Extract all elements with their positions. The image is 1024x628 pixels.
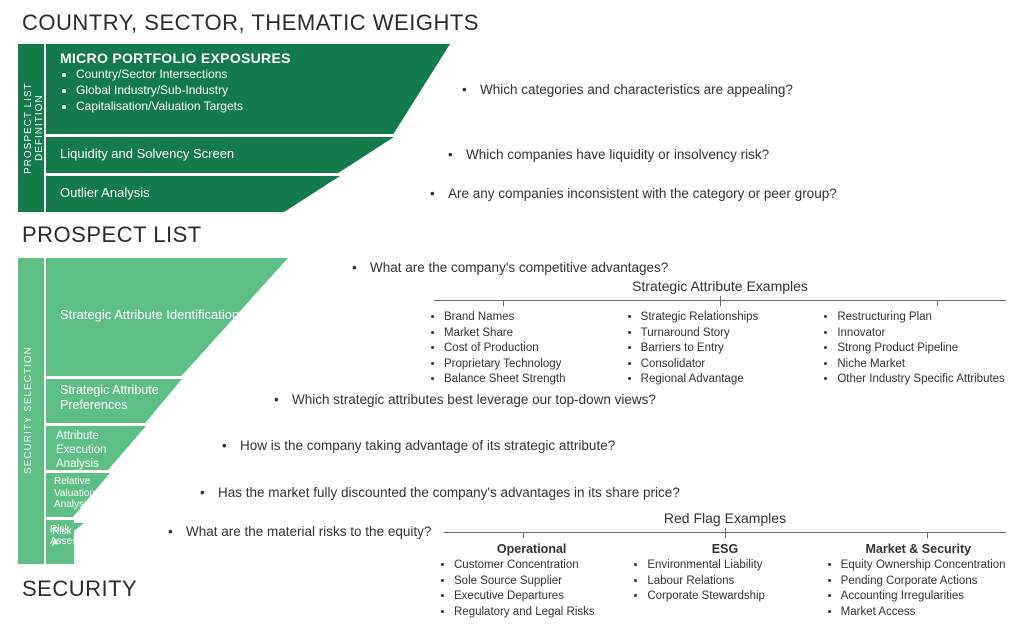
strategic-examples: Strategic Attribute Examples Brand Names… (430, 278, 1010, 388)
upper-block-1-list: Country/Sector Intersections Global Indu… (60, 66, 440, 115)
lower-block-1: Strategic Attribute Identification (46, 258, 288, 376)
redflag-examples: Red Flag Examples Operational Customer C… (440, 510, 1010, 620)
lower-block-3: Attribute Execution Analysis (46, 426, 146, 470)
vlabel-lower: SECURITY SELECTION (23, 300, 34, 520)
heading-bottom: SECURITY (22, 576, 137, 602)
redflag-col-2: ESG Environmental Liability Labour Relat… (633, 542, 816, 620)
upper-block-2: Liquidity and Solvency Screen (46, 137, 394, 173)
lower-block-4: Relative Valuation Analysis (46, 473, 110, 517)
question-4: What are the company's competitive advan… (370, 260, 668, 275)
question-3: Are any companies inconsistent with the … (448, 186, 837, 201)
heading-middle: PROSPECT LIST (22, 222, 202, 248)
redflag-col-3: Market & Security Equity Ownership Conce… (827, 542, 1010, 620)
question-5: Which strategic attributes best leverage… (292, 392, 656, 407)
redflag-caption: Red Flag Examples (440, 510, 1010, 526)
bracket-icon (444, 528, 1006, 538)
upper-block-1: MICRO PORTFOLIO EXPOSURES Country/Sector… (46, 44, 450, 134)
strategic-examples-caption: Strategic Attribute Examples (430, 278, 1010, 294)
question-6: How is the company taking advantage of i… (240, 438, 615, 453)
lower-block-2: Strategic Attribute Preferences (46, 379, 182, 423)
vlabel-upper: PROSPECT LIST DEFINITION (23, 48, 45, 208)
bracket-icon (434, 296, 1006, 306)
heading-top: COUNTRY, SECTOR, THEMATIC WEIGHTS (22, 10, 479, 36)
question-8: What are the material risks to the equit… (186, 524, 431, 539)
strategic-col-2: Strategic Relationships Turnaround Story… (627, 310, 814, 388)
question-1: Which categories and characteristics are… (480, 82, 793, 97)
question-2: Which companies have liquidity or insolv… (466, 147, 769, 162)
question-7: Has the market fully discounted the comp… (218, 485, 680, 500)
upper-block-3: Outlier Analysis (46, 176, 340, 212)
strategic-col-3: Restructuring Plan Innovator Strong Prod… (823, 310, 1010, 388)
strategic-col-1: Brand Names Market Share Cost of Product… (430, 310, 617, 388)
upper-block-1-title: MICRO PORTFOLIO EXPOSURES (60, 50, 440, 66)
redflag-col-1: Operational Customer Concentration Sole … (440, 542, 623, 620)
